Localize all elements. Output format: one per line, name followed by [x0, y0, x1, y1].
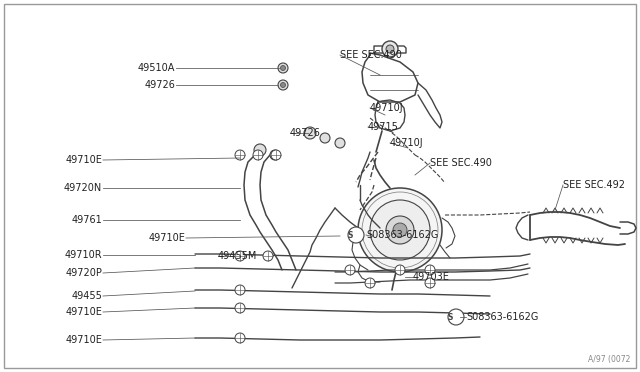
Text: 49703E: 49703E	[413, 272, 450, 282]
Text: 49710E: 49710E	[65, 155, 102, 165]
Circle shape	[253, 150, 263, 160]
Text: S08363-6162G: S08363-6162G	[366, 230, 438, 240]
Text: S: S	[348, 231, 353, 240]
Circle shape	[254, 144, 266, 156]
Circle shape	[278, 63, 288, 73]
Text: SEE SEC.490: SEE SEC.490	[340, 50, 402, 60]
Text: S08363-6162G: S08363-6162G	[466, 312, 538, 322]
Circle shape	[278, 80, 288, 90]
Text: 49720N: 49720N	[64, 183, 102, 193]
Text: 49715: 49715	[368, 122, 399, 132]
Circle shape	[280, 83, 285, 87]
Text: 49761: 49761	[71, 215, 102, 225]
Text: 49710E: 49710E	[65, 307, 102, 317]
Circle shape	[345, 265, 355, 275]
Circle shape	[271, 150, 281, 160]
Circle shape	[425, 278, 435, 288]
Text: S: S	[447, 312, 452, 321]
Circle shape	[263, 251, 273, 261]
Circle shape	[382, 41, 398, 57]
Circle shape	[386, 216, 414, 244]
Circle shape	[365, 278, 375, 288]
Circle shape	[235, 285, 245, 295]
Circle shape	[358, 188, 442, 272]
Circle shape	[425, 265, 435, 275]
Text: 49710E: 49710E	[148, 233, 185, 243]
Circle shape	[235, 251, 245, 261]
Text: 49726: 49726	[144, 80, 175, 90]
Text: SEE SEC.490: SEE SEC.490	[430, 158, 492, 168]
Text: 49726: 49726	[290, 128, 321, 138]
Text: 49455: 49455	[71, 291, 102, 301]
Circle shape	[235, 303, 245, 313]
Circle shape	[304, 127, 316, 139]
Circle shape	[348, 227, 364, 243]
Text: 49720P: 49720P	[65, 268, 102, 278]
Text: 49455M: 49455M	[218, 251, 257, 261]
Circle shape	[386, 45, 394, 53]
Circle shape	[235, 333, 245, 343]
Text: SEE SEC.492: SEE SEC.492	[563, 180, 625, 190]
Text: 49710J: 49710J	[370, 103, 404, 113]
Text: 49510A: 49510A	[138, 63, 175, 73]
Text: 49710J: 49710J	[390, 138, 424, 148]
Circle shape	[395, 265, 405, 275]
Text: A/97 (0072: A/97 (0072	[588, 355, 630, 364]
Circle shape	[335, 138, 345, 148]
Circle shape	[320, 133, 330, 143]
Text: 49710R: 49710R	[65, 250, 102, 260]
Circle shape	[280, 65, 285, 71]
Circle shape	[235, 150, 245, 160]
Circle shape	[270, 150, 280, 160]
Circle shape	[393, 223, 407, 237]
Circle shape	[448, 309, 464, 325]
Text: 49710E: 49710E	[65, 335, 102, 345]
Circle shape	[370, 200, 430, 260]
